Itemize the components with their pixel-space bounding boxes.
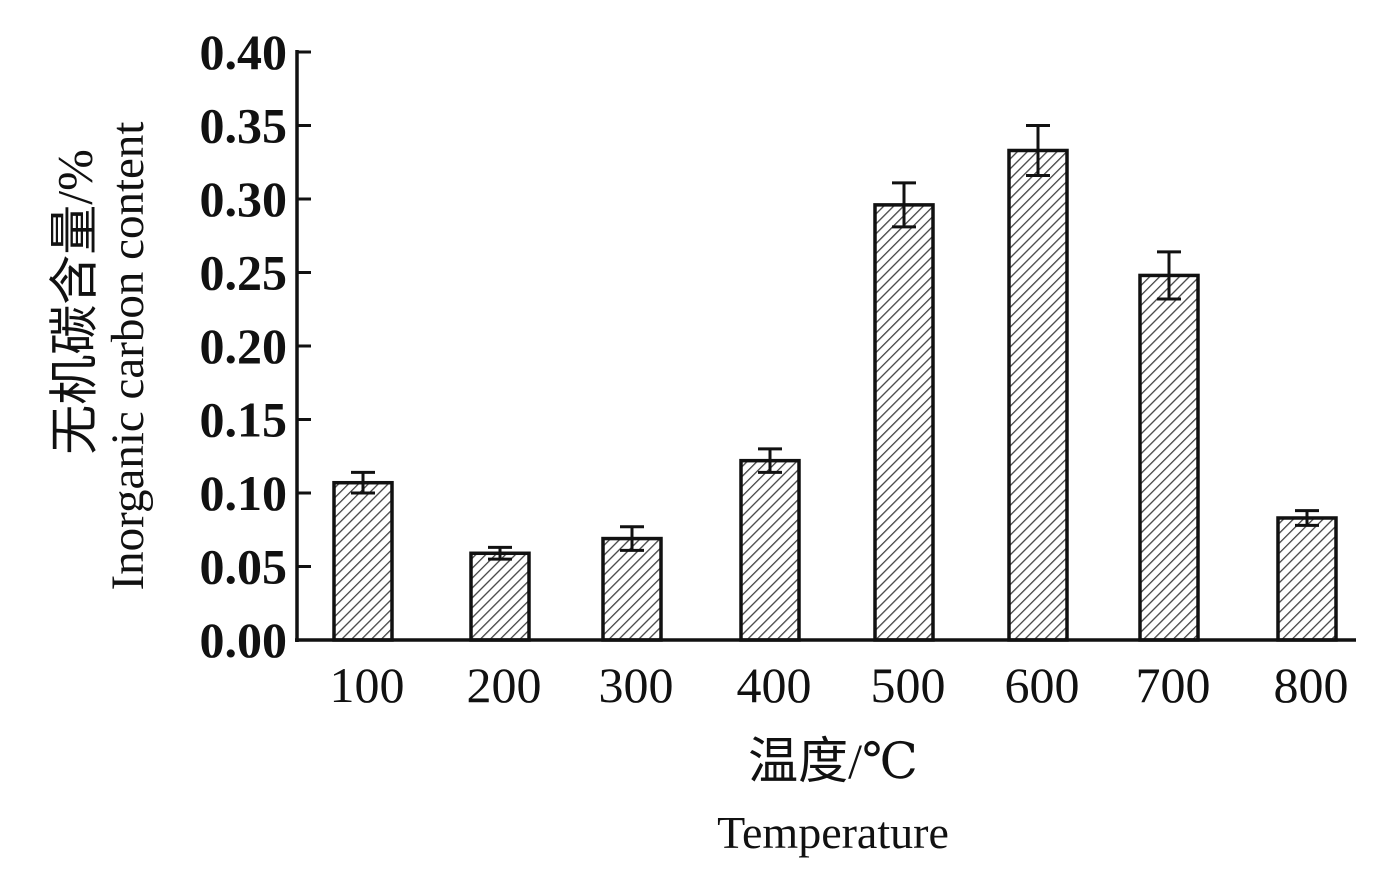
x-axis-label-chinese: 温度/℃	[748, 733, 918, 789]
y-axis-label-english: Inorganic carbon content	[102, 122, 154, 591]
y-ticks-group: 0.00 0.05 0.10 0.15 0.20 0.25 0.30 0.35 0.40	[200, 24, 311, 668]
bar-800	[1276, 516, 1338, 642]
error-bar-100	[351, 470, 375, 495]
y-axis-label-chinese: 无机碳含量/%	[46, 149, 102, 455]
error-bar-800	[1295, 509, 1319, 527]
error-bar-700	[1157, 250, 1181, 301]
bar-400	[739, 458, 801, 642]
error-bars-group	[351, 124, 1319, 561]
x-tick-label: 100	[330, 657, 405, 713]
x-tick-label: 600	[1005, 657, 1080, 713]
bar-700	[1138, 273, 1200, 642]
error-bar-200	[488, 545, 512, 561]
y-tick-label: 0.05	[200, 539, 288, 595]
x-tick-label: 500	[871, 657, 946, 713]
x-tick-label: 300	[599, 657, 674, 713]
bar-200	[469, 551, 531, 642]
y-tick-label: 0.30	[200, 171, 288, 227]
x-tick-label: 400	[737, 657, 812, 713]
x-ticks-group: 100 200 300 400 500 600 700 800	[330, 657, 1349, 713]
error-bar-400	[758, 447, 782, 474]
y-tick-label: 0.10	[200, 465, 288, 521]
bar-500	[873, 203, 935, 642]
bar-600	[1007, 148, 1069, 642]
error-bar-600	[1026, 124, 1050, 177]
bars-group	[332, 148, 1338, 642]
y-tick-label: 0.20	[200, 318, 288, 374]
y-tick-label: 0.40	[200, 24, 288, 80]
x-axis-label-english: Temperature	[717, 807, 949, 858]
y-tick-label: 0.15	[200, 392, 288, 448]
y-tick-label: 0.00	[200, 612, 288, 668]
bar-300	[601, 536, 663, 642]
error-bar-300	[620, 525, 644, 552]
x-tick-label: 800	[1274, 657, 1349, 713]
y-tick-label: 0.25	[200, 245, 288, 301]
x-tick-label: 200	[467, 657, 542, 713]
bar-100	[332, 480, 394, 642]
x-tick-label: 700	[1136, 657, 1211, 713]
error-bar-500	[892, 181, 916, 229]
y-tick-label: 0.35	[200, 98, 288, 154]
